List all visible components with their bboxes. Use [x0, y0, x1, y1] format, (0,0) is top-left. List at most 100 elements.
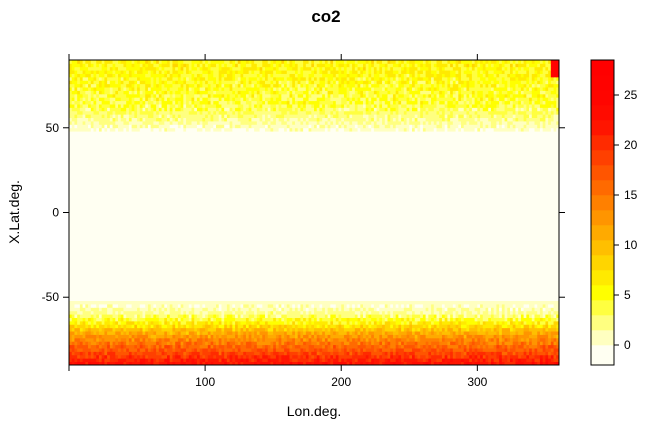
heatmap-cell: [392, 287, 397, 291]
heatmap-cell: [118, 317, 122, 322]
heatmap-cell: [314, 337, 318, 342]
heatmap-cell: [384, 293, 388, 298]
heatmap-cell: [501, 276, 505, 281]
heatmap-cell: [188, 280, 192, 285]
heatmap-cell: [194, 270, 198, 274]
heatmap-cell: [286, 310, 290, 315]
heatmap-cell: [96, 287, 100, 291]
heatmap-cell: [512, 334, 516, 339]
heatmap-cell: [409, 287, 413, 291]
heatmap-cell: [412, 304, 416, 308]
heatmap-cell: [422, 324, 427, 329]
heatmap-cell: [553, 317, 557, 322]
heatmap-cell: [275, 348, 280, 352]
heatmap-cell: [161, 320, 165, 325]
heatmap-cell: [107, 300, 111, 305]
heatmap-cell: [534, 331, 538, 335]
heatmap-cell: [352, 314, 356, 318]
heatmap-cell: [134, 337, 138, 342]
heatmap-cell: [539, 283, 544, 288]
heatmap-cell: [417, 276, 421, 281]
heatmap-cell: [158, 331, 162, 335]
heatmap-cell: [284, 327, 288, 332]
heatmap-cell: [392, 344, 397, 349]
heatmap-cell: [520, 310, 525, 315]
heatmap-cell: [207, 304, 211, 308]
heatmap-cell: [281, 307, 285, 312]
heatmap-cell: [512, 273, 516, 278]
heatmap-cell: [232, 344, 236, 349]
heatmap-cell: [172, 280, 176, 285]
heatmap-cell: [126, 297, 130, 302]
heatmap-cell: [183, 341, 187, 346]
heatmap-cell: [488, 283, 492, 288]
heatmap-cell: [186, 337, 190, 342]
heatmap-cell: [251, 334, 255, 339]
heatmap-cell: [373, 354, 378, 359]
heatmap-cell: [128, 331, 133, 335]
heatmap-cell: [542, 280, 546, 285]
heatmap-cell: [414, 273, 418, 278]
heatmap-cell: [523, 287, 527, 291]
heatmap-cell: [158, 276, 162, 281]
heatmap-cell: [69, 270, 73, 274]
heatmap-cell: [501, 337, 505, 342]
heatmap-cell: [539, 317, 544, 322]
heatmap-cell: [284, 287, 288, 291]
heatmap-cell: [333, 337, 337, 342]
heatmap-cell: [115, 344, 119, 349]
heatmap-cell: [376, 280, 380, 285]
heatmap-cell: [368, 320, 372, 325]
heatmap-cell: [531, 331, 535, 335]
heatmap-cell: [496, 354, 500, 359]
heatmap-cell: [458, 324, 462, 329]
heatmap-cell: [120, 276, 124, 281]
heatmap-cell: [529, 351, 533, 356]
heatmap-cell: [199, 300, 203, 305]
heatmap-cell: [335, 324, 339, 329]
heatmap-cell: [346, 314, 350, 318]
heatmap-cell: [537, 317, 541, 322]
heatmap-cell: [145, 314, 149, 318]
heatmap-cell: [88, 354, 92, 359]
heatmap-cell: [330, 283, 334, 288]
heatmap-cell: [422, 297, 427, 302]
heatmap-cell: [265, 334, 269, 339]
heatmap-cell: [115, 331, 119, 335]
heatmap-cell: [545, 344, 549, 349]
heatmap-cell: [520, 314, 525, 318]
heatmap-cell: [101, 320, 105, 325]
heatmap-cell: [545, 280, 549, 285]
heatmap-cell: [77, 344, 81, 349]
heatmap-cell: [319, 304, 323, 308]
heatmap-cell: [425, 276, 429, 281]
heatmap-cell: [480, 344, 484, 349]
heatmap-cell: [90, 324, 94, 329]
heatmap-cell: [512, 324, 516, 329]
heatmap-cell: [496, 314, 500, 318]
heatmap-cell: [354, 297, 358, 302]
heatmap-cell: [311, 273, 315, 278]
heatmap-cell: [311, 334, 315, 339]
heatmap-cell: [496, 300, 500, 305]
heatmap-cell: [384, 276, 388, 281]
heatmap-cell: [526, 297, 530, 302]
heatmap-cell: [469, 283, 473, 288]
heatmap-cell: [357, 293, 361, 298]
heatmap-cell: [292, 280, 296, 285]
heatmap-cell: [518, 317, 522, 322]
heatmap-cell: [550, 341, 554, 346]
heatmap-cell: [131, 334, 135, 339]
heatmap-cell: [278, 334, 282, 339]
heatmap-cell: [147, 283, 152, 288]
heatmap-cell: [520, 290, 525, 295]
heatmap-cell: [77, 304, 81, 308]
heatmap-cell: [224, 293, 228, 298]
heatmap-cell: [480, 273, 484, 278]
heatmap-cell: [82, 314, 86, 318]
heatmap-cell: [341, 331, 345, 335]
heatmap-cell: [556, 354, 560, 359]
heatmap-cell: [322, 314, 326, 318]
heatmap-cell: [158, 310, 162, 315]
heatmap-cell: [186, 307, 190, 312]
